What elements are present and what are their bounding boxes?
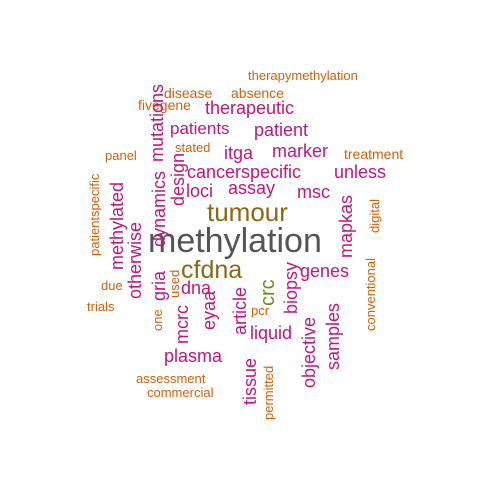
word-msc: msc: [297, 182, 330, 202]
word-crc: crc: [257, 279, 279, 306]
word-assessment: assessment: [136, 371, 206, 386]
word-cancerspecific: cancerspecific: [187, 162, 302, 182]
word-itga: itga: [224, 143, 254, 163]
word-treatment: treatment: [344, 146, 404, 162]
word-assay: assay: [228, 178, 276, 198]
word-one: one: [150, 309, 165, 331]
word-design: design: [168, 152, 188, 206]
word-commercial: commercial: [147, 385, 214, 400]
word-therapymethylation: therapymethylation: [248, 68, 358, 83]
word-eyaa: eyaa: [199, 290, 219, 330]
word-tissue: tissue: [240, 357, 260, 405]
word-gria: gria: [149, 270, 169, 301]
word-patients: patients: [170, 119, 230, 138]
word-marker: marker: [272, 141, 329, 161]
word-absence: absence: [231, 85, 284, 101]
word-due: due: [101, 278, 123, 293]
word-methylated: methylated: [107, 181, 127, 270]
word-dna: dna: [181, 278, 212, 298]
word-methylation: methylation: [148, 222, 322, 260]
word-digital: digital: [367, 199, 382, 233]
word-mcrc: mcrc: [172, 305, 192, 344]
word-mutations: mutations: [147, 83, 167, 162]
word-mapkas: mapkas: [336, 194, 356, 258]
word-therapeutic: therapeutic: [205, 98, 295, 118]
word-liquid: liquid: [250, 323, 293, 343]
word-dynamics: dynamics: [149, 170, 169, 247]
word-permitted: permitted: [261, 365, 276, 420]
word-plasma: plasma: [164, 346, 223, 366]
word-used: used: [167, 269, 182, 298]
word-patientspecific: patientspecific: [87, 173, 102, 256]
word-disease: disease: [164, 85, 213, 101]
word-panel: panel: [105, 148, 137, 163]
word-stated: stated: [175, 140, 211, 155]
word-patient: patient: [254, 120, 309, 140]
word-biopsy: biopsy: [281, 261, 301, 314]
word-unless: unless: [334, 162, 387, 182]
word-loci: loci: [186, 181, 214, 201]
word-trials: trials: [87, 299, 115, 314]
word-pcr: pcr: [251, 303, 270, 318]
word-genes: genes: [300, 261, 350, 281]
word-objective: objective: [299, 316, 319, 388]
word-tumour: tumour: [207, 197, 288, 227]
word-cfdna: cfdna: [181, 256, 243, 284]
word-fivegene: fivegene: [138, 97, 191, 113]
word-conventional: conventional: [363, 258, 378, 331]
word-otherwise: otherwise: [125, 221, 145, 299]
word-article: article: [230, 286, 250, 335]
word-samples: samples: [323, 302, 343, 370]
